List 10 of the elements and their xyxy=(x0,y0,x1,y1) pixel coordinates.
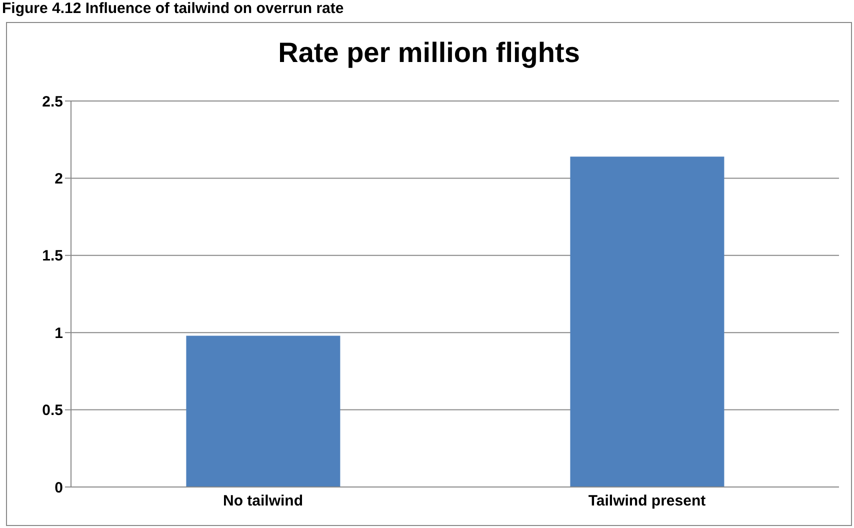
y-tick-label: 0 xyxy=(54,479,63,496)
y-tick-label: 1.5 xyxy=(42,248,63,265)
y-tick-label: 1 xyxy=(54,324,63,342)
y-tick-label: 2 xyxy=(54,170,63,188)
chart-title: Rate per million flights xyxy=(277,37,581,70)
y-tick-label: 2.5 xyxy=(42,93,63,110)
y-tick-label: 0.5 xyxy=(42,402,63,420)
x-tick-label: Tailwind present xyxy=(588,492,706,510)
x-tick-label: No tailwind xyxy=(223,492,303,510)
caption: Figure 4.12 Influence of tailwind on overrun rate xyxy=(2,0,344,17)
